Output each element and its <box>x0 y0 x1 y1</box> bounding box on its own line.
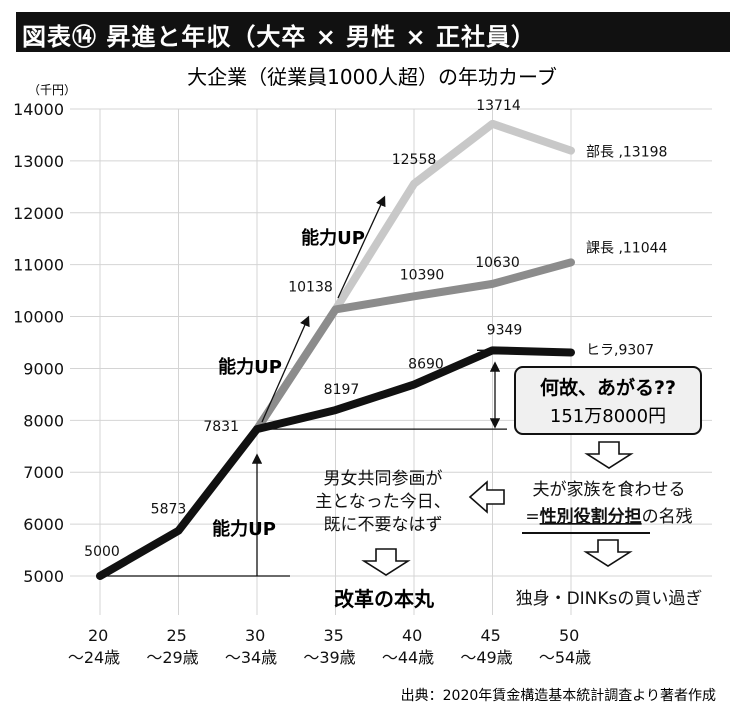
data-label: 10630 <box>475 255 520 271</box>
ability-up-label: 能力UP <box>218 356 282 378</box>
hollow-arrow-down-1 <box>584 441 634 469</box>
note-family-line: 夫が家族を食わせる <box>533 480 686 500</box>
x-tick-label: 25 <box>167 626 187 645</box>
y-tick-label: 9000 <box>23 359 64 378</box>
x-tick-label: 35 <box>324 626 344 645</box>
x-tick-label: 30 <box>245 626 265 645</box>
callout-box <box>514 366 702 435</box>
data-label: ヒラ,9307 <box>586 343 654 359</box>
data-label: 課長 ,11044 <box>586 240 668 256</box>
x-tick-label: 〜54歳 <box>539 648 591 667</box>
data-label: 10390 <box>400 267 445 283</box>
x-tick-label: 〜24歳 <box>68 648 120 667</box>
callout-line2: 151万8000円 <box>550 406 666 427</box>
x-tick-label: 〜44歳 <box>382 648 434 667</box>
x-tick-label: 50 <box>559 626 579 645</box>
hollow-arrow-down-3 <box>361 548 411 576</box>
figure-header-bar <box>16 12 730 52</box>
note-singles-dinks: 独身・DINKsの買い過ぎ <box>516 589 703 609</box>
x-tick-label: 40 <box>402 626 422 645</box>
x-tick-label: 〜39歳 <box>303 648 355 667</box>
data-label: 部長 ,13198 <box>586 145 667 161</box>
arrow-up-diagonal-2 <box>337 195 386 299</box>
x-tick-label: 〜49歳 <box>460 648 512 667</box>
y-tick-label: 12000 <box>13 204 64 223</box>
data-label: 8690 <box>408 357 444 373</box>
y-tick-label: 13000 <box>13 152 64 171</box>
data-label: 7831 <box>203 419 239 435</box>
arrow-up-diagonal-1 <box>261 315 310 423</box>
data-label: 13714 <box>476 98 521 114</box>
x-tick-label: 45 <box>481 626 501 645</box>
note-gender-equality-line: 既に不要なはず <box>324 515 443 535</box>
x-tick-label: 〜34歳 <box>225 648 277 667</box>
gridlines <box>70 108 712 615</box>
y-tick-label: 8000 <box>23 411 64 430</box>
note-equal-prefix: = <box>525 507 539 527</box>
y-tick-label: 14000 <box>13 100 64 119</box>
source-note: 出典：2020年賃金構造基本統計調査より著者作成 <box>401 687 716 704</box>
x-tick-label: 〜29歳 <box>146 648 198 667</box>
series-line-課長 <box>253 258 575 434</box>
data-label: 9349 <box>487 322 523 338</box>
axis-ticks: 5000 6000 7000 8000 9000 10000 11000 12000 13000… <box>13 100 591 667</box>
chart-title: 大企業（従業員1000人超）の年功カーブ <box>187 65 557 89</box>
note-gender-equality-line: 男女共同参画が <box>324 469 443 489</box>
y-axis-unit: （千円） <box>28 83 76 97</box>
note-gender-role-term: 性別役割分担 <box>540 506 642 527</box>
y-tick-label: 7000 <box>23 463 64 482</box>
data-label: 5000 <box>84 544 120 560</box>
data-label: 12558 <box>392 152 437 168</box>
hollow-arrow-down-2 <box>583 539 633 567</box>
y-tick-label: 11000 <box>13 256 64 275</box>
data-label: 8197 <box>324 382 360 398</box>
data-label: 5873 <box>151 502 187 518</box>
note-remnant-suffix: の名残 <box>642 507 693 527</box>
ability-up-label: 能力UP <box>212 518 276 540</box>
figure-header-title: 図表⑭ 昇進と年収（大卒 × 男性 × 正社員） <box>22 23 536 51</box>
note-gender-role-line: =性別役割分担の名残 <box>525 506 692 527</box>
note-reform-core: 改革の本丸 <box>334 587 435 611</box>
callout-line1: 何故、あがる?? <box>540 376 676 399</box>
data-labels: 12558 13714 部長 ,13198 10138 10390 10630 課長 ,11… <box>84 98 667 560</box>
data-label: 10138 <box>288 279 333 295</box>
x-tick-label: 20 <box>88 626 108 645</box>
ability-up-label: 能力UP <box>301 227 365 249</box>
note-gender-equality-line: 主となった今日、 <box>315 492 451 512</box>
y-tick-label: 5000 <box>23 567 64 586</box>
y-tick-label: 6000 <box>23 515 64 534</box>
y-tick-label: 10000 <box>13 308 64 327</box>
hollow-arrow-left <box>468 480 505 514</box>
